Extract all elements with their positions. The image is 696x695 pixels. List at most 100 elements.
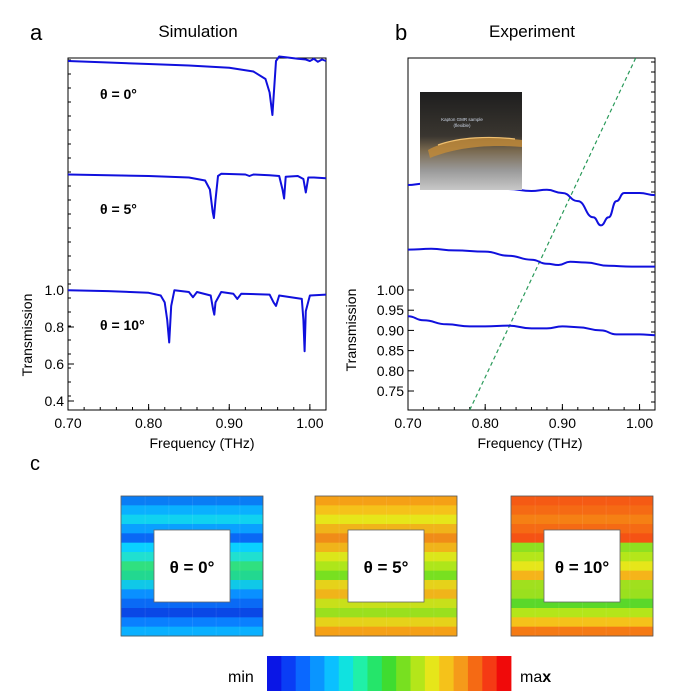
- x-tick-label-exp: 1.00: [626, 415, 653, 431]
- y-tick-label-sim: 0.4: [45, 393, 65, 409]
- colorbar-swatch: [338, 656, 354, 691]
- colorbar-swatch: [367, 656, 383, 691]
- sample-photo-caption: Kapton GMR sample: [441, 117, 483, 122]
- field-map-band: [121, 608, 263, 618]
- field-map-label: θ = 5°: [364, 558, 409, 577]
- field-map-hole: [543, 529, 621, 603]
- colorbar-swatches: [267, 656, 512, 691]
- x-tick-label-sim: 1.00: [296, 415, 323, 431]
- colorbar-min-label: min: [228, 669, 254, 686]
- chart-experiment: 0.70 0.80 0.90 1.00 0.75 0.80 0.85 0.90 0.95 1.00…: [343, 57, 656, 451]
- field-map-mesh-line: [534, 496, 536, 636]
- field-map-band: [121, 617, 263, 628]
- field-map-mesh-line: [239, 496, 241, 636]
- field-map-band: [121, 514, 263, 525]
- colorbar-max-label-bold: x: [542, 669, 551, 686]
- field-map-band: [315, 598, 457, 609]
- field-map-hole: [153, 529, 231, 603]
- field-map-mesh-line: [144, 496, 146, 636]
- panel-a-title: Simulation: [158, 22, 237, 41]
- field-map-band: [315, 514, 457, 525]
- field-map-band: [315, 524, 457, 534]
- field-map-mesh-line: [629, 496, 631, 636]
- colorbar-swatch: [324, 656, 340, 691]
- field-map-band: [121, 496, 263, 506]
- x-tick-label-sim: 0.90: [216, 415, 243, 431]
- field-map-label: θ = 10°: [555, 558, 609, 577]
- field-map-band: [121, 524, 263, 534]
- x-tick-label-sim: 0.80: [135, 415, 162, 431]
- field-maps: θ = 0° θ = 5° θ = 10°: [120, 495, 654, 637]
- colorbar-swatch: [496, 656, 512, 691]
- field-map-band: [511, 524, 653, 534]
- colorbar-swatch: [310, 656, 325, 691]
- colorbar-max-label: max: [520, 669, 551, 686]
- legend-theta-0-sim: θ = 0°: [100, 86, 137, 102]
- field-map-band: [121, 598, 263, 609]
- series-line-sim: [67, 172, 327, 219]
- field-map: θ = 0°: [120, 495, 264, 637]
- colorbar-swatch: [281, 656, 297, 691]
- colorbar-swatch: [467, 656, 483, 691]
- y-tick-label-exp: 0.75: [377, 383, 404, 399]
- field-map-band: [121, 505, 263, 516]
- field-map-mesh-line: [511, 496, 512, 636]
- field-map-band: [511, 626, 653, 637]
- y-tick-label-exp: 1.00: [377, 282, 404, 298]
- field-map-band: [315, 505, 457, 516]
- series-line-exp: [407, 247, 655, 268]
- legend-theta-10-sim: θ = 10°: [100, 317, 145, 333]
- field-map-band: [315, 626, 457, 637]
- field-map-frame: [314, 495, 458, 637]
- field-map-band: [511, 598, 653, 609]
- y-tick-label-exp: 0.85: [377, 343, 404, 359]
- field-map-band: [511, 608, 653, 618]
- colorbar-swatch: [295, 656, 311, 691]
- colorbar-swatch: [381, 656, 397, 691]
- sample-photo-film: [428, 137, 522, 158]
- field-map-band: [315, 617, 457, 628]
- panel-b-title: Experiment: [489, 22, 575, 41]
- field-map-band: [121, 626, 263, 637]
- colorbar-max-label-prefix: ma: [520, 669, 542, 686]
- y-axis-label-exp: Transmission: [343, 289, 359, 372]
- y-tick-label-sim: 0.8: [45, 319, 65, 335]
- simulation-marks: 0.70 0.80 0.90 1.00 0.4 0.6 0.8 1.0: [45, 55, 327, 431]
- colorbar-swatch: [453, 656, 469, 691]
- field-map-band: [511, 505, 653, 516]
- panel-a-letter: a: [30, 20, 43, 45]
- field-map-label: θ = 0°: [170, 558, 215, 577]
- colorbar-swatch: [410, 656, 426, 691]
- y-tick-label-sim: 1.0: [45, 282, 65, 298]
- field-map-band: [315, 608, 457, 618]
- field-map-hole: [347, 529, 425, 603]
- y-tick-label-exp: 0.90: [377, 322, 404, 338]
- series-line-sim: [67, 55, 327, 116]
- field-map-frame: [120, 495, 264, 637]
- field-map-mesh-line: [433, 496, 435, 636]
- y-tick-label-sim: 0.6: [45, 356, 65, 372]
- x-axis-label-sim: Frequency (THz): [149, 435, 254, 451]
- colorbar-swatch: [439, 656, 454, 691]
- series-line-sim: [67, 289, 327, 353]
- colorbar: min max: [228, 656, 551, 691]
- x-tick-label-sim: 0.70: [54, 415, 81, 431]
- field-map: θ = 5°: [314, 495, 458, 637]
- colorbar-swatch: [482, 656, 498, 691]
- x-tick-label-exp: 0.90: [549, 415, 576, 431]
- field-map-mesh-line: [315, 496, 316, 636]
- sample-photo-highlight: [437, 136, 516, 146]
- sample-photo-caption-sub: (flexible): [453, 123, 471, 128]
- y-tick-label-exp: 0.95: [377, 302, 404, 318]
- panel-b-letter: b: [395, 20, 407, 45]
- panel-c-letter: c: [30, 453, 40, 475]
- series-line-exp: [407, 315, 656, 337]
- colorbar-swatch: [396, 656, 411, 691]
- x-axis-label-exp: Frequency (THz): [477, 435, 582, 451]
- plot-frame-a: [67, 57, 327, 411]
- colorbar-swatch: [353, 656, 368, 691]
- sample-photo: Kapton GMR sample (flexible): [420, 92, 522, 190]
- y-tick-label-exp: 0.80: [377, 363, 404, 379]
- chart-simulation: 0.70 0.80 0.90 1.00 0.4 0.6 0.8 1.0 θ = 0° θ = …: [19, 55, 327, 451]
